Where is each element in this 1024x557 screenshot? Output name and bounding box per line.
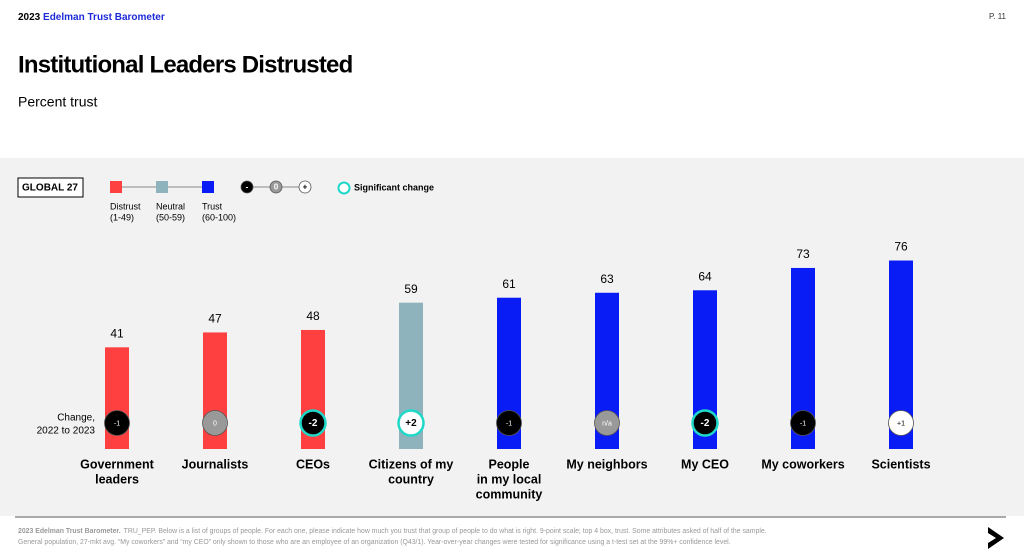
category-label: My neighbors (566, 457, 647, 471)
legend-range: (50-59) (156, 212, 185, 222)
footnote: 2023 Edelman Trust Barometer. TRU_PEP. Be… (18, 528, 767, 535)
category-label: country (388, 472, 434, 486)
chart-subtitle: Percent trust (18, 94, 97, 110)
change-dot (299, 409, 327, 437)
legend-label: Distrust (110, 201, 141, 211)
legend-range: (1-49) (110, 212, 134, 222)
legend-label: Neutral (156, 201, 185, 211)
value-label: 47 (208, 312, 222, 326)
footnote: General population, 27-mkt avg. “My cowo… (18, 539, 731, 546)
value-label: 61 (502, 277, 516, 291)
value-label: 64 (698, 269, 712, 283)
value-label: 59 (404, 282, 418, 296)
change-dot (202, 410, 228, 436)
category-label: Journalists (182, 457, 249, 471)
legend-change-dot (269, 180, 283, 194)
value-label: 63 (600, 272, 614, 286)
change-label: n/a (602, 420, 612, 427)
value-label: 76 (894, 240, 908, 254)
change-title: 2022 to 2023 (37, 426, 96, 437)
legend-change-dot (240, 180, 254, 194)
legend-change-dot (298, 180, 312, 194)
category-label: People (489, 457, 530, 471)
legend-range: (60-100) (202, 212, 236, 222)
change-label: -2 (701, 418, 710, 429)
category-label: leaders (95, 472, 139, 486)
change-label: +1 (897, 420, 905, 427)
legend-change-label: - (246, 183, 249, 192)
header-brand-name: Edelman Trust Barometer (43, 12, 165, 23)
region-label: GLOBAL 27 (22, 183, 78, 194)
change-label: -1 (506, 420, 512, 427)
change-label: -2 (309, 418, 318, 429)
category-label: CEOs (296, 457, 330, 471)
category-label: My coworkers (761, 457, 844, 471)
change-dot (790, 410, 816, 436)
change-dot (496, 410, 522, 436)
change-dot (104, 410, 130, 436)
footnote-text: TRU_PEP. Below is a list of groups of pe… (124, 528, 767, 535)
legend-change-label: + (303, 183, 308, 192)
category-label: Scientists (871, 457, 930, 471)
legend-label: Trust (202, 201, 223, 211)
legend-swatch (202, 181, 214, 193)
change-label: +2 (405, 418, 417, 429)
legend-significant-ring (337, 181, 351, 195)
chart-title: Institutional Leaders Distrusted (18, 51, 353, 78)
value-label: 73 (796, 247, 810, 261)
change-label: -1 (114, 420, 120, 427)
change-label: -1 (800, 420, 806, 427)
change-dot (594, 410, 620, 436)
change-title: Change, (57, 413, 95, 424)
change-label: 0 (213, 420, 217, 427)
category-label: My CEO (681, 457, 729, 471)
category-label: community (476, 487, 543, 501)
next-arrow (988, 527, 1004, 549)
header-brand: 2023 Edelman Trust Barometer (18, 12, 165, 23)
page-number: P. 11 (989, 12, 1007, 21)
change-dot (888, 410, 914, 436)
category-label: Citizens of my (369, 457, 454, 471)
legend-significant-label: Significant change (354, 182, 434, 192)
legend-change-label: 0 (274, 183, 279, 192)
region-box (17, 177, 84, 198)
legend-swatch (156, 181, 168, 193)
category-label: in my local (477, 472, 542, 486)
category-label: Government (80, 457, 154, 471)
value-label: 48 (306, 309, 320, 323)
header-year: 2023 (18, 12, 41, 23)
footnote-source: 2023 Edelman Trust Barometer. (18, 528, 121, 535)
legend-swatch (110, 181, 122, 193)
change-dot (397, 409, 425, 437)
change-dot (691, 409, 719, 437)
value-label: 41 (110, 326, 124, 340)
